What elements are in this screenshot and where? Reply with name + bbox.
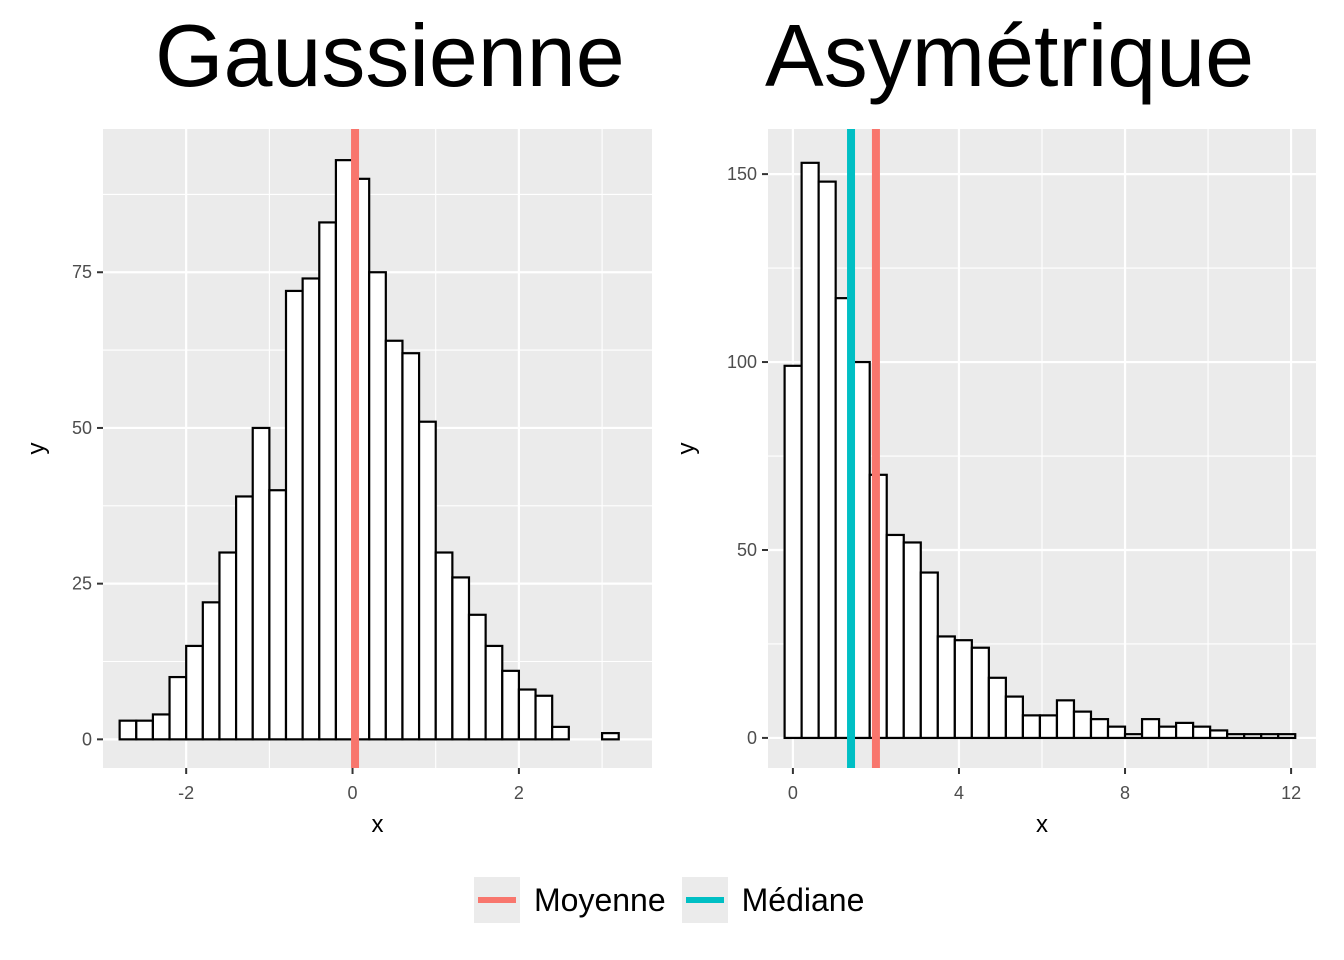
histogram-bar [501,669,521,741]
x-tick-label: 8 [1120,783,1130,803]
x-tick-label: 0 [788,783,798,803]
legend-key-moyenne [474,877,520,923]
histogram-bar [551,725,570,741]
histogram-bar [1004,695,1025,740]
y-tick-label: 50 [72,418,92,438]
histogram-bar [783,364,803,740]
histogram-bar [251,426,271,741]
histogram-bar [1192,725,1212,740]
histogram-bar [334,159,354,741]
legend-item-mediane: Médiane [681,877,865,923]
histogram-bar [919,571,939,740]
chart-title-gaussienne: Gaussienne [155,6,625,105]
y-axis-title: y [673,443,700,455]
y-tick-label: 150 [727,164,757,184]
x-tick-label: 12 [1281,783,1301,803]
x-tick-label: -2 [178,783,194,803]
legend-swatch-mediane [685,897,724,903]
histogram-bar [1226,733,1246,740]
histogram-bar [800,161,820,740]
x-tick-label: 4 [954,783,964,803]
histogram-bar [970,646,990,740]
y-tick-label: 100 [727,352,757,372]
histogram-bar [434,551,454,741]
histogram-bar [1055,699,1076,740]
histogram-bar [851,360,871,740]
histogram-bar [368,271,387,741]
histogram-bar [987,676,1007,740]
histogram-bar [885,533,905,740]
x-axis-title: x [1036,811,1048,838]
histogram-bar [1174,721,1195,740]
histogram-bar [484,644,504,741]
histogram-bar [1243,733,1263,740]
y-axis-title: y [23,443,50,455]
histogram-bar [284,289,304,741]
legend-swatch-moyenne [478,897,516,903]
y-tick-label: 0 [747,728,757,748]
histogram-bar [902,541,922,740]
y-tick-label: 50 [737,540,757,560]
histogram-bar [936,635,956,740]
legend-item-moyenne: Moyenne [474,877,666,923]
histogram-bar [600,732,620,741]
histogram-bar [118,719,138,741]
histogram-bar [467,613,487,741]
histogram-bar [218,551,238,741]
histogram-bar [1209,729,1229,740]
histogram-bar [268,489,288,741]
histogram-bar [1021,714,1042,740]
histogram-bar [318,221,338,741]
legend-label-mediane: Médiane [741,881,865,918]
y-tick-label: 0 [82,729,92,749]
legend-label-moyenne: Moyenne [534,881,666,918]
histogram-bar [1072,710,1093,740]
histogram-bar [1038,714,1059,740]
chart-title-asymetrique: Asymétrique [765,6,1255,105]
histogram-bar [234,495,254,741]
y-tick-label: 25 [72,574,92,594]
legend-key-mediane [681,877,728,923]
histogram-bar [953,639,973,740]
histogram-bar [168,675,188,741]
histogram-bar [185,644,204,741]
histogram-bar [151,713,171,741]
y-tick-label: 75 [72,262,92,282]
histogram-bar [384,339,404,741]
histogram-bar [517,688,537,741]
histogram-bar [534,694,554,741]
x-tick-label: 2 [514,783,524,803]
histogram-bar [1277,733,1297,740]
histogram-bar [401,352,421,741]
histogram-bar [817,180,837,740]
histogram-bar [451,576,471,741]
histogram-bar [1089,718,1110,740]
histogram-bar [1260,733,1280,740]
histogram-bar [1140,718,1161,740]
x-axis-title: x [372,811,384,838]
histogram-bar [1106,725,1127,740]
x-tick-label: 0 [348,783,358,803]
histogram-bar [1157,725,1178,740]
histogram-bar [417,420,437,741]
histogram-bar [201,601,221,741]
histogram-bar [301,277,321,741]
legend: Moyenne Médiane [474,876,880,924]
histogram-bar [135,719,155,741]
histogram-bar [1123,733,1144,740]
